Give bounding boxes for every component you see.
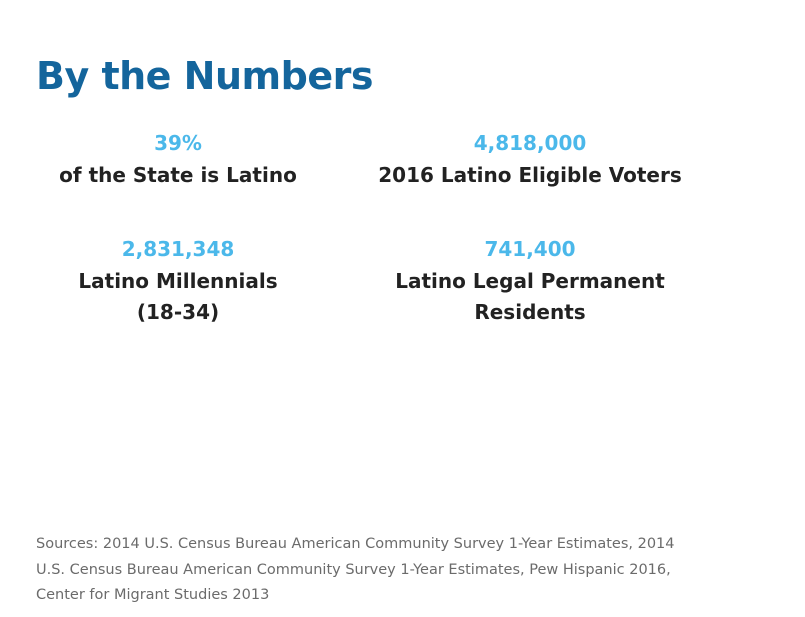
stat-label: of the State is Latino (58, 160, 298, 191)
stat-label-line: Residents (474, 300, 586, 324)
stat-label-line: of the State is Latino (59, 163, 297, 187)
sources-line: Center for Migrant Studies 2013 (36, 587, 270, 603)
stat-label: Latino Millennials (18-34) (58, 266, 298, 328)
stat-label: 2016 Latino Eligible Voters (370, 160, 690, 191)
sources-line: Sources: 2014 U.S. Census Bureau America… (36, 536, 675, 552)
stat-value: 4,818,000 (473, 131, 587, 155)
stat-eligible-voters: 4,818,000 2016 Latino Eligible Voters (370, 130, 690, 191)
page-title: By the Numbers (36, 54, 373, 98)
stat-value: 741,400 (484, 237, 576, 261)
stat-label-line: 2016 Latino Eligible Voters (378, 163, 682, 187)
stat-state-latino-share: 39% of the State is Latino (58, 130, 298, 191)
sources-line: U.S. Census Bureau American Community Su… (36, 561, 671, 578)
stat-value: 39% (154, 131, 202, 155)
stat-label-line: (18-34) (136, 300, 220, 324)
stat-millennials: 2,831,348 Latino Millennials (18-34) (58, 236, 298, 328)
stat-label: Latino Legal Permanent Residents (380, 266, 680, 328)
sources-note: Sources: 2014 U.S. Census Bureau America… (36, 532, 776, 609)
stat-label-line: Latino Millennials (78, 269, 278, 293)
stat-label-line: Latino Legal Permanent (395, 269, 665, 293)
stat-value: 2,831,348 (121, 237, 235, 261)
stat-legal-permanent-residents: 741,400 Latino Legal Permanent Residents (380, 236, 680, 328)
